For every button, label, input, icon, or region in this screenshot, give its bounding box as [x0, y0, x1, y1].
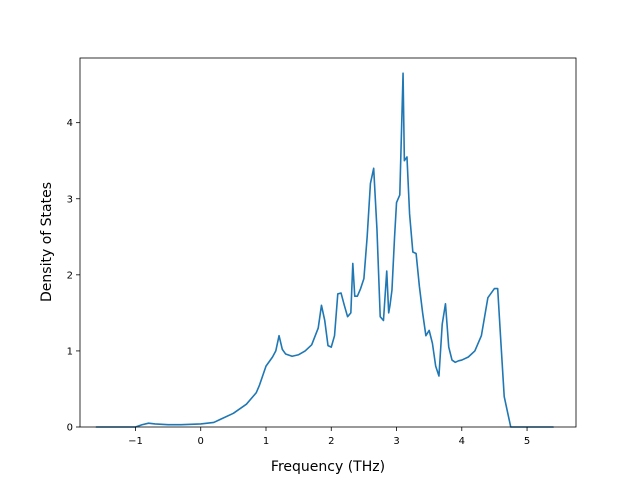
- x-tick-label: −1: [128, 436, 143, 447]
- y-tick-label: 0: [67, 423, 73, 434]
- x-axis-ticks: −1 0 1 2 3 4 5: [128, 427, 530, 447]
- plot-frame: [79, 57, 577, 428]
- y-axis-label: Density of States: [39, 182, 55, 302]
- y-tick-label: 2: [67, 270, 73, 281]
- x-tick-label: 1: [263, 436, 269, 447]
- x-axis-label: Frequency (THz): [271, 459, 385, 475]
- series-layer: [95, 72, 554, 428]
- plot-background: [80, 58, 576, 427]
- x-tick-label: 5: [524, 436, 530, 447]
- y-tick-label: 1: [67, 346, 73, 357]
- y-tick-label: 3: [67, 194, 73, 205]
- x-tick-label: 2: [328, 436, 334, 447]
- y-axis-ticks: 0 1 2 3 4: [67, 118, 80, 434]
- x-tick-label: 3: [393, 436, 399, 447]
- x-tick-label: 4: [459, 436, 465, 447]
- dos-series-line: [95, 72, 554, 428]
- x-tick-label: 0: [198, 436, 204, 447]
- y-tick-label: 4: [67, 118, 73, 129]
